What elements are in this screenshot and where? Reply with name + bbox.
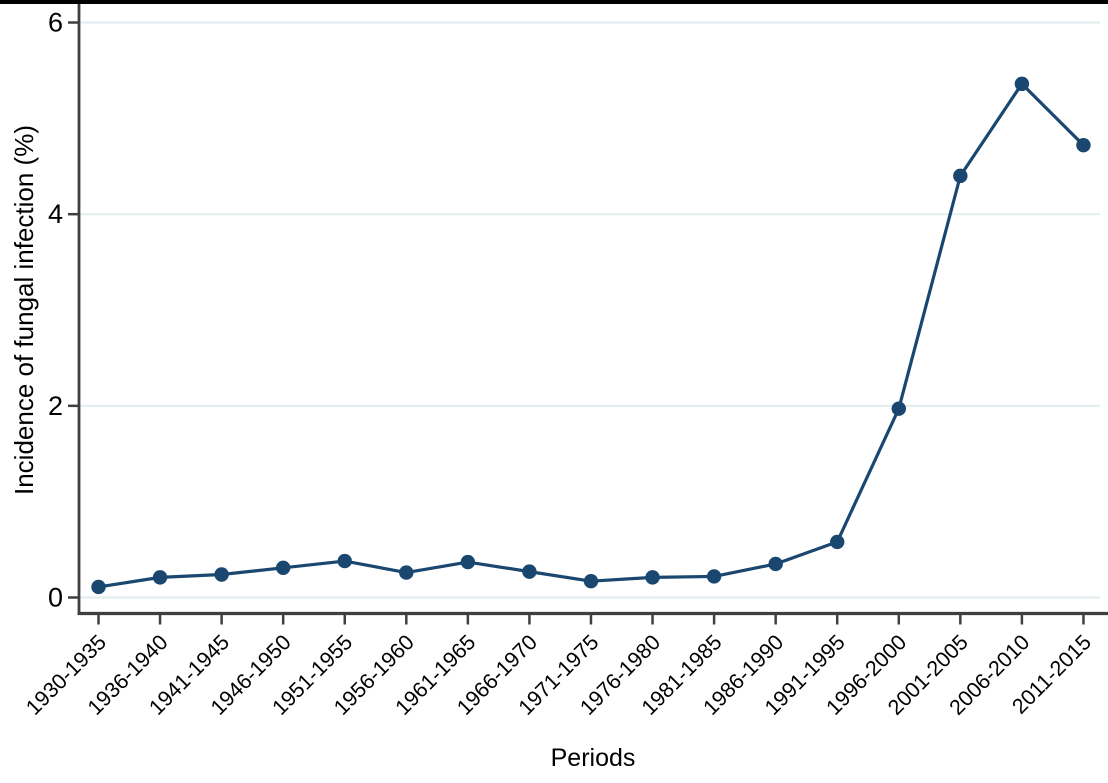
data-point bbox=[275, 560, 291, 575]
y-tick-label: 2 bbox=[48, 391, 63, 421]
data-point bbox=[830, 534, 845, 550]
data-point bbox=[768, 556, 783, 572]
data-point bbox=[583, 574, 599, 589]
data-point bbox=[1076, 137, 1091, 153]
data-point bbox=[460, 554, 476, 570]
series-line bbox=[96, 82, 1086, 589]
data-point bbox=[706, 569, 722, 584]
y-tick-label: 0 bbox=[48, 583, 63, 613]
x-axis-ticks: 1930-19351936-19401941-19451946-19501951… bbox=[21, 613, 1096, 720]
y-tick-label: 4 bbox=[48, 199, 63, 229]
data-point bbox=[337, 553, 352, 569]
gridlines bbox=[80, 21, 1100, 599]
y-tick-label: 6 bbox=[48, 8, 63, 38]
x-axis-title: Periods bbox=[551, 744, 636, 772]
data-point bbox=[214, 567, 229, 582]
data-point bbox=[91, 579, 106, 595]
y-axis-title: Incidence of fungal infection (%) bbox=[9, 125, 39, 495]
y-axis-ticks: 0 2 4 6 bbox=[48, 8, 79, 613]
axes bbox=[77, 3, 1108, 616]
data-point bbox=[1014, 76, 1030, 92]
data-series bbox=[91, 76, 1091, 595]
data-point bbox=[399, 565, 414, 580]
data-point bbox=[522, 564, 537, 579]
data-point bbox=[891, 401, 906, 416]
data-point bbox=[152, 570, 168, 585]
figure-top-border bbox=[0, 0, 1108, 4]
data-point bbox=[645, 570, 660, 585]
data-point bbox=[953, 168, 968, 184]
